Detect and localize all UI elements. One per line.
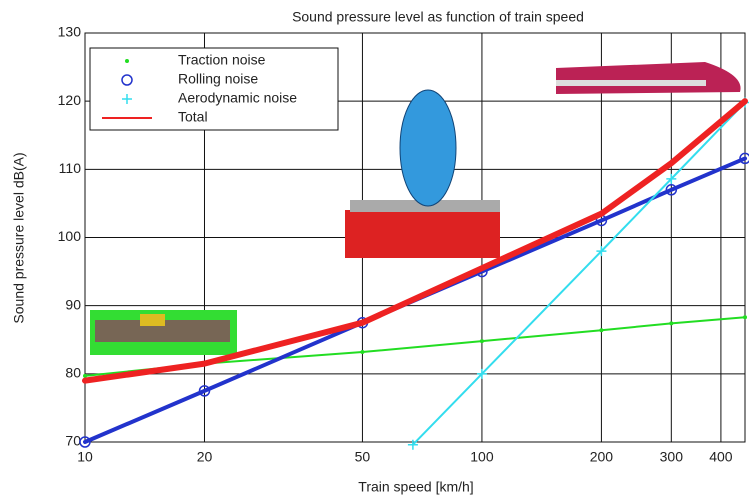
locomotive-cab [140, 314, 165, 326]
wheel [399, 89, 457, 207]
legend-label: Aerodynamic noise [178, 90, 297, 106]
x-tick-label: 20 [197, 449, 213, 465]
y-tick-label: 130 [58, 24, 82, 40]
point [596, 246, 607, 257]
x-axis-label: Train speed [km/h] [358, 479, 473, 495]
point [665, 184, 678, 196]
series-line [411, 101, 746, 446]
x-tick-label: 50 [355, 449, 371, 465]
y-tick-label: 120 [58, 92, 82, 108]
point [666, 173, 677, 184]
legend: Traction noise Rolling noise Aerodynamic n… [89, 47, 339, 131]
x-tick-label: 100 [470, 449, 494, 465]
point [739, 152, 749, 165]
illustrations [90, 62, 741, 355]
locomotive-body [95, 320, 230, 342]
point [360, 350, 365, 355]
point [599, 328, 604, 333]
y-axis-label: Sound pressure level dB(A) [11, 152, 27, 323]
point [198, 385, 211, 397]
chart-title: Sound pressure level as function of trai… [292, 9, 584, 25]
x-tick-label: 200 [590, 449, 614, 465]
x-tick-label: 10 [77, 449, 93, 465]
point [743, 315, 747, 320]
legend-label: Total [178, 109, 208, 125]
x-tick-label: 300 [660, 449, 684, 465]
plot-area [79, 97, 749, 450]
y-tick-label: 70 [65, 433, 81, 449]
legend-label: Traction noise [178, 52, 266, 68]
y-tick-label: 80 [65, 365, 81, 381]
y-tick-label: 100 [58, 228, 82, 244]
series-line [82, 98, 748, 384]
rail-sleepers [345, 210, 500, 258]
train-stripe [556, 80, 706, 86]
point [669, 321, 674, 326]
legend-box [89, 47, 339, 131]
series [82, 98, 748, 384]
y-tick-label: 110 [59, 160, 82, 176]
point [79, 436, 91, 448]
point [479, 339, 484, 344]
high-speed-train [556, 62, 741, 94]
legend-swatch [121, 74, 133, 86]
legend-label: Rolling noise [178, 71, 258, 87]
point [83, 373, 87, 378]
point [407, 439, 418, 450]
legend-swatch [125, 59, 129, 63]
point [476, 368, 487, 379]
legend-swatch [122, 94, 132, 104]
x-tick-label: 400 [709, 449, 733, 465]
series [407, 97, 749, 450]
y-tick-label: 90 [65, 296, 81, 312]
series-line [83, 156, 747, 444]
